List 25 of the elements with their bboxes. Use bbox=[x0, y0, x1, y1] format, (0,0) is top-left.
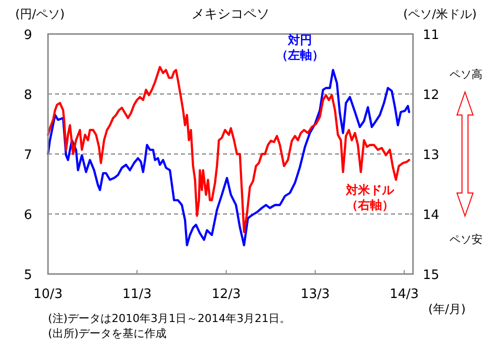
y2-tick-label: 12 bbox=[422, 88, 440, 103]
y-tick-label: 6 bbox=[24, 208, 32, 223]
y-tick-label: 8 bbox=[24, 88, 32, 103]
y2-tick-label: 14 bbox=[422, 208, 440, 223]
y2-tick-label: 13 bbox=[422, 148, 440, 163]
x-tick-label: 14/3 bbox=[390, 287, 419, 302]
chart-title: メキシコペソ bbox=[192, 7, 270, 22]
text: ペソ高 bbox=[450, 68, 482, 81]
x-tick-label: 11/3 bbox=[122, 287, 152, 302]
x-tick-label: 10/3 bbox=[33, 287, 63, 302]
text: (注)データは2010年3月1日～2014年3月21日。 bbox=[48, 312, 291, 325]
y2-tick-label: 15 bbox=[422, 268, 440, 283]
y-axis-title: (円/ペソ) bbox=[15, 7, 65, 21]
series-label: 対米ドル（右軸） bbox=[345, 183, 395, 212]
text: (出所)データを基に作成 bbox=[48, 327, 167, 340]
series-label: 対円（左軸） bbox=[276, 33, 324, 62]
x-tick-label: 12/3 bbox=[212, 287, 241, 302]
y-tick-label: 9 bbox=[24, 28, 32, 43]
y-tick-label: 7 bbox=[24, 148, 32, 163]
y-tick-label: 5 bbox=[24, 268, 32, 283]
x-axis-title: (年/月) bbox=[428, 302, 466, 316]
y2-tick-label: 11 bbox=[422, 28, 440, 43]
text: ペソ安 bbox=[450, 233, 482, 246]
y2-axis-title: (ペソ/米ドル) bbox=[403, 7, 477, 21]
x-tick-label: 13/3 bbox=[300, 287, 330, 302]
